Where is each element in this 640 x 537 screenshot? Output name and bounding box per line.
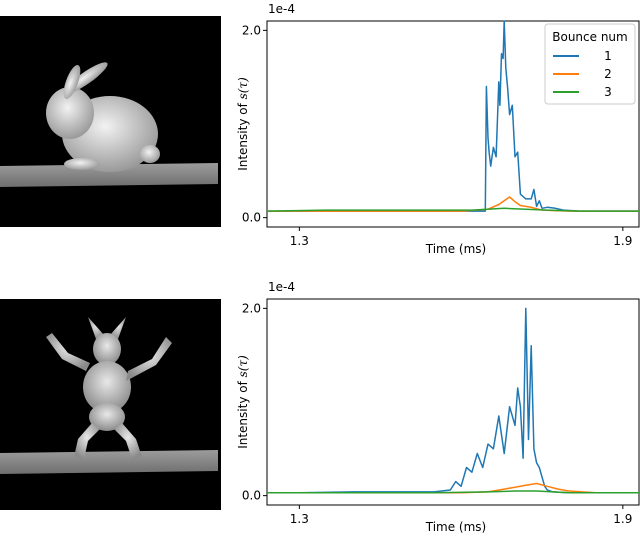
y-tick-label: 0.0: [242, 489, 261, 503]
bunny-model: [46, 62, 160, 172]
x-axis-label: Time (ms): [425, 242, 487, 256]
chart-bottom: 1e-4 0.0 2.0 1.3 1.9 Time (ms) Intensity o…: [236, 280, 640, 534]
series-lines: [267, 307, 639, 494]
legend-entry-3: 3: [604, 85, 612, 99]
armadillo-render-image: [0, 299, 221, 510]
x-ticks: 1.3 1.9: [290, 227, 632, 248]
x-tick-label: 1.3: [290, 512, 309, 526]
y-axis-label: Intensity of s(τ): [236, 77, 250, 171]
series-line-1: [267, 307, 639, 494]
axes-frame: [266, 298, 640, 506]
x-tick-label: 1.9: [613, 234, 632, 248]
legend: Bounce num 1 2 3: [544, 23, 636, 105]
series-lines: [266, 20, 639, 212]
y-ticks: 0.0 2.0: [242, 23, 267, 225]
armadillo-model: [46, 317, 172, 459]
x-ticks: 1.3 1.9: [290, 505, 632, 526]
offset-label: 1e-4: [268, 2, 295, 16]
chart-top: 1e-4 0.0 2.0 1.3 1.9 Time (ms) Intensity o…: [236, 2, 640, 256]
y-tick-label: 2.0: [242, 23, 261, 37]
series-line-1: [267, 20, 639, 212]
offset-label: 1e-4: [268, 280, 295, 294]
x-tick-label: 1.3: [290, 234, 309, 248]
legend-title: Bounce num: [552, 30, 627, 44]
y-ticks: 0.0 2.0: [242, 301, 267, 503]
legend-box: [544, 23, 636, 105]
legend-entry-1: 1: [604, 49, 612, 63]
legend-entry-2: 2: [604, 67, 612, 81]
x-axis-label: Time (ms): [425, 520, 487, 534]
bunny-render-image: [0, 16, 221, 227]
floor-plane: [0, 450, 218, 474]
floor-plane: [0, 163, 218, 187]
series-line-2: [267, 196, 639, 212]
y-axis-label: Intensity of s(τ): [236, 355, 250, 449]
y-tick-label: 0.0: [242, 211, 261, 225]
x-tick-label: 1.9: [613, 512, 632, 526]
y-tick-label: 2.0: [242, 301, 261, 315]
series-line-3: [266, 207, 639, 212]
series-line-3: [267, 490, 639, 494]
axes-frame: [266, 20, 640, 228]
